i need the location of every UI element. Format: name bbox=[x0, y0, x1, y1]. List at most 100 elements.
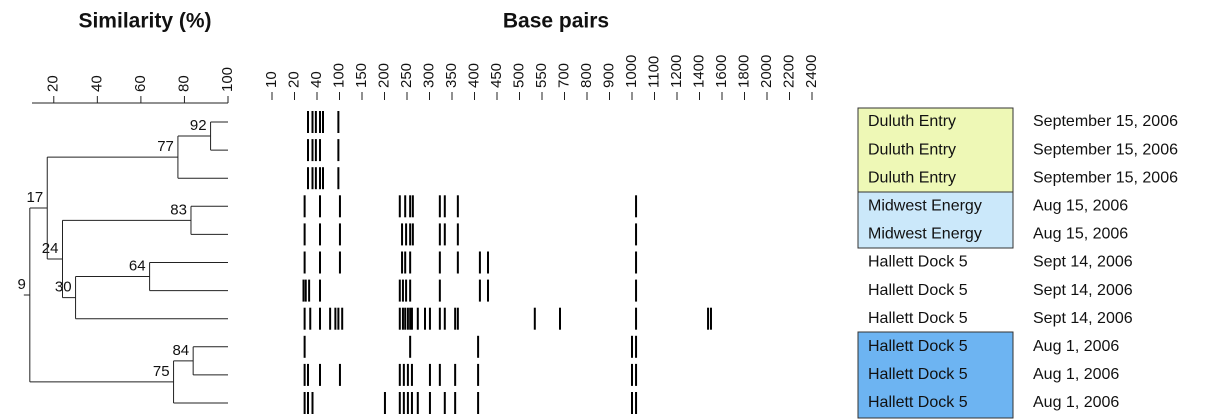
band bbox=[412, 223, 414, 245]
band bbox=[409, 308, 411, 330]
band bbox=[411, 364, 413, 386]
date-label: Aug 15, 2006 bbox=[1033, 198, 1128, 215]
band bbox=[402, 280, 404, 302]
band bbox=[337, 139, 339, 161]
site-label: Hallett Dock 5 bbox=[868, 310, 968, 327]
band bbox=[454, 308, 456, 330]
band bbox=[399, 280, 401, 302]
bp-tick-label: 300 bbox=[420, 63, 437, 88]
bp-tick-label: 550 bbox=[533, 63, 550, 88]
date-label: September 15, 2006 bbox=[1033, 113, 1178, 130]
band bbox=[534, 308, 536, 330]
band bbox=[401, 223, 403, 245]
band bbox=[411, 392, 413, 414]
band bbox=[312, 111, 314, 133]
figure: Similarity (%) Base pairs 20406080100102… bbox=[0, 0, 1221, 419]
bp-tick-label: 1600 bbox=[713, 55, 730, 88]
band bbox=[319, 195, 321, 217]
band bbox=[304, 308, 306, 330]
band bbox=[412, 195, 414, 217]
band bbox=[635, 223, 637, 245]
band bbox=[479, 252, 481, 274]
band bbox=[315, 167, 317, 189]
band bbox=[439, 308, 441, 330]
band bbox=[399, 364, 401, 386]
band bbox=[635, 252, 637, 274]
site-label: Duluth Entry bbox=[868, 169, 956, 186]
band bbox=[477, 392, 479, 414]
band bbox=[407, 364, 409, 386]
similarity-tick-label: 60 bbox=[132, 75, 149, 92]
site-label: Hallett Dock 5 bbox=[868, 254, 968, 271]
band bbox=[457, 223, 459, 245]
site-label: Duluth Entry bbox=[868, 113, 956, 130]
band bbox=[487, 280, 489, 302]
band bbox=[312, 139, 314, 161]
band bbox=[444, 392, 446, 414]
band bbox=[424, 308, 426, 330]
band bbox=[439, 223, 441, 245]
band bbox=[477, 336, 479, 358]
bp-tick-label: 800 bbox=[578, 63, 595, 88]
band bbox=[337, 111, 339, 133]
band bbox=[405, 280, 407, 302]
band bbox=[710, 308, 712, 330]
bp-tick-label: 1200 bbox=[668, 55, 685, 88]
band bbox=[307, 392, 309, 414]
band bbox=[329, 308, 331, 330]
band bbox=[319, 364, 321, 386]
band bbox=[429, 364, 431, 386]
date-label: Aug 1, 2006 bbox=[1033, 394, 1119, 411]
date-label: Sept 14, 2006 bbox=[1033, 310, 1133, 327]
band bbox=[384, 392, 386, 414]
bp-tick-label: 400 bbox=[465, 63, 482, 88]
band bbox=[454, 364, 456, 386]
band bbox=[403, 392, 405, 414]
band bbox=[409, 280, 411, 302]
node-label: 84 bbox=[172, 342, 189, 359]
band bbox=[454, 392, 456, 414]
bp-tick-label: 900 bbox=[600, 63, 617, 88]
node-label: 64 bbox=[129, 258, 146, 275]
band bbox=[409, 223, 411, 245]
site-label: Hallett Dock 5 bbox=[868, 338, 968, 355]
site-label: Midwest Energy bbox=[868, 226, 982, 243]
bp-tick-label: 10 bbox=[263, 71, 280, 88]
band bbox=[559, 308, 561, 330]
bp-tick-label: 500 bbox=[510, 63, 527, 88]
bp-tick-label: 1000 bbox=[623, 55, 640, 88]
band bbox=[307, 139, 309, 161]
node-label: 17 bbox=[27, 189, 44, 206]
band bbox=[631, 336, 633, 358]
band bbox=[304, 195, 306, 217]
band bbox=[303, 280, 305, 302]
node-label: 92 bbox=[190, 117, 207, 134]
band bbox=[322, 167, 324, 189]
band bbox=[409, 336, 411, 358]
band bbox=[401, 252, 403, 274]
bp-tick-label: 2400 bbox=[803, 55, 820, 88]
band bbox=[479, 280, 481, 302]
band bbox=[635, 364, 637, 386]
band bbox=[411, 308, 413, 330]
band bbox=[339, 195, 341, 217]
band bbox=[304, 223, 306, 245]
band bbox=[339, 252, 341, 274]
bp-tick-label: 40 bbox=[308, 71, 325, 88]
band bbox=[635, 308, 637, 330]
band bbox=[707, 308, 709, 330]
node-label: 75 bbox=[153, 363, 170, 380]
site-label: Hallett Dock 5 bbox=[868, 366, 968, 383]
band bbox=[404, 195, 406, 217]
band bbox=[429, 308, 431, 330]
similarity-tick-label: 40 bbox=[88, 75, 105, 92]
band bbox=[305, 280, 307, 302]
band bbox=[457, 308, 459, 330]
band bbox=[319, 252, 321, 274]
band bbox=[341, 308, 343, 330]
band bbox=[477, 364, 479, 386]
site-label: Hallett Dock 5 bbox=[868, 282, 968, 299]
band bbox=[403, 364, 405, 386]
band bbox=[304, 252, 306, 274]
band bbox=[319, 223, 321, 245]
